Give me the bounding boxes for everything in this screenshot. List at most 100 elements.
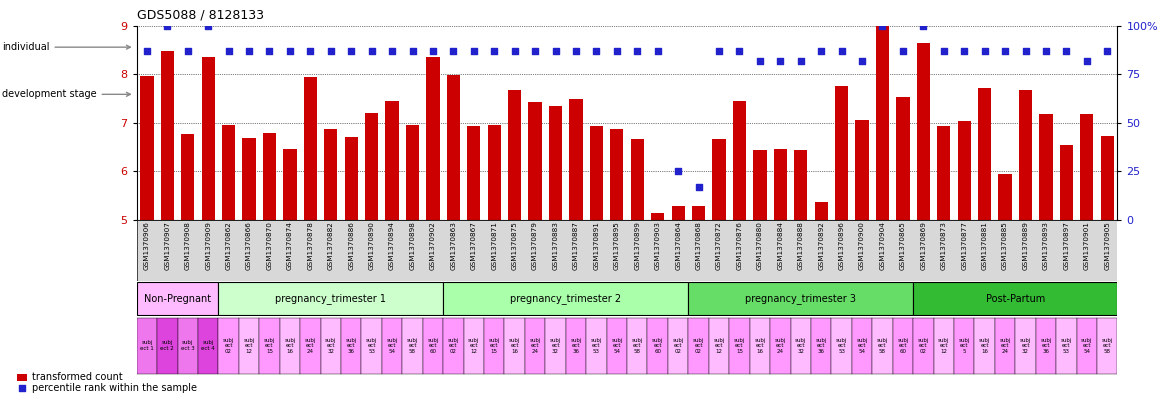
- Point: [485, 48, 504, 54]
- Text: subj
ect
36: subj ect 36: [570, 338, 581, 354]
- Point: [833, 48, 851, 54]
- Bar: [219, 318, 239, 374]
- Bar: [1097, 318, 1117, 374]
- Bar: [791, 318, 811, 374]
- Point: [996, 48, 1014, 54]
- Text: subj
ect
12: subj ect 12: [938, 338, 950, 354]
- Bar: [321, 318, 340, 374]
- Text: subj
ect 4: subj ect 4: [201, 340, 215, 351]
- Point: [383, 48, 402, 54]
- Point: [935, 48, 953, 54]
- Bar: [242, 138, 256, 220]
- Bar: [954, 318, 974, 374]
- Bar: [570, 99, 582, 220]
- Point: [1078, 57, 1097, 64]
- Bar: [181, 134, 195, 220]
- Point: [424, 48, 442, 54]
- Text: GSM1370907: GSM1370907: [164, 221, 170, 270]
- Bar: [631, 139, 644, 220]
- Bar: [365, 113, 379, 220]
- Text: subj
ect
5: subj ect 5: [959, 338, 970, 354]
- Bar: [444, 318, 463, 374]
- Text: GSM1370866: GSM1370866: [245, 221, 252, 270]
- Bar: [426, 57, 440, 220]
- Text: subj
ect
54: subj ect 54: [1082, 338, 1092, 354]
- Bar: [219, 282, 444, 315]
- Text: GSM1370902: GSM1370902: [430, 221, 435, 270]
- Point: [301, 48, 320, 54]
- Text: GSM1370886: GSM1370886: [349, 221, 354, 270]
- Bar: [814, 202, 828, 220]
- Text: individual: individual: [2, 42, 131, 52]
- Bar: [382, 318, 402, 374]
- Text: GSM1370900: GSM1370900: [859, 221, 865, 270]
- Bar: [300, 318, 321, 374]
- Point: [710, 48, 728, 54]
- Bar: [917, 42, 930, 220]
- Text: GSM1370888: GSM1370888: [798, 221, 804, 270]
- Text: GSM1370892: GSM1370892: [819, 221, 824, 270]
- Bar: [222, 125, 235, 220]
- Text: subj
ect
32: subj ect 32: [325, 338, 337, 354]
- Bar: [1019, 90, 1032, 220]
- Text: subj
ect
36: subj ect 36: [1040, 338, 1051, 354]
- Bar: [589, 126, 603, 220]
- Text: GSM1370905: GSM1370905: [1105, 221, 1111, 270]
- Bar: [463, 318, 484, 374]
- Bar: [709, 318, 730, 374]
- Text: GSM1370882: GSM1370882: [328, 221, 334, 270]
- Point: [852, 57, 871, 64]
- Text: subj
ect
16: subj ect 16: [510, 338, 520, 354]
- Bar: [730, 318, 749, 374]
- Point: [648, 48, 667, 54]
- Point: [608, 48, 626, 54]
- Bar: [607, 318, 628, 374]
- Bar: [893, 318, 914, 374]
- Text: subj
ect
53: subj ect 53: [366, 338, 378, 354]
- Text: GSM1370896: GSM1370896: [838, 221, 844, 270]
- Text: subj
ect
16: subj ect 16: [754, 338, 765, 354]
- Bar: [505, 318, 525, 374]
- Text: GSM1370870: GSM1370870: [266, 221, 272, 270]
- Bar: [995, 318, 1016, 374]
- Bar: [239, 318, 259, 374]
- Text: pregnancy_trimester 1: pregnancy_trimester 1: [276, 293, 387, 304]
- Point: [955, 48, 974, 54]
- Bar: [1080, 114, 1093, 220]
- Bar: [340, 318, 361, 374]
- Point: [178, 48, 197, 54]
- Bar: [345, 138, 358, 220]
- Bar: [1060, 145, 1073, 220]
- Text: GSM1370867: GSM1370867: [471, 221, 477, 270]
- Bar: [137, 318, 157, 374]
- Point: [322, 48, 340, 54]
- Point: [750, 57, 769, 64]
- Text: GSM1370901: GSM1370901: [1084, 221, 1090, 270]
- Text: subj
ect
60: subj ect 60: [427, 338, 439, 354]
- Text: subj
ect
36: subj ect 36: [815, 338, 827, 354]
- Bar: [528, 103, 542, 220]
- Bar: [914, 318, 933, 374]
- Text: GSM1370895: GSM1370895: [614, 221, 620, 270]
- Text: GSM1370875: GSM1370875: [512, 221, 518, 270]
- Bar: [647, 318, 668, 374]
- Text: subj
ect
54: subj ect 54: [857, 338, 867, 354]
- Text: GSM1370879: GSM1370879: [533, 221, 538, 270]
- Text: pregnancy_trimester 3: pregnancy_trimester 3: [746, 293, 856, 304]
- Text: GSM1370877: GSM1370877: [961, 221, 967, 270]
- Bar: [177, 318, 198, 374]
- Text: subj
ect
60: subj ect 60: [897, 338, 909, 354]
- Text: GSM1370862: GSM1370862: [226, 221, 232, 270]
- Bar: [157, 318, 177, 374]
- Text: GSM1370873: GSM1370873: [940, 221, 947, 270]
- Bar: [831, 318, 852, 374]
- Text: GSM1370894: GSM1370894: [389, 221, 395, 270]
- Bar: [774, 149, 787, 220]
- Bar: [284, 149, 296, 220]
- Point: [403, 48, 422, 54]
- Text: subj
ect
32: subj ect 32: [1020, 338, 1032, 354]
- Text: GSM1370878: GSM1370878: [307, 221, 314, 270]
- Point: [505, 48, 523, 54]
- Text: GSM1370876: GSM1370876: [736, 221, 742, 270]
- Bar: [933, 318, 954, 374]
